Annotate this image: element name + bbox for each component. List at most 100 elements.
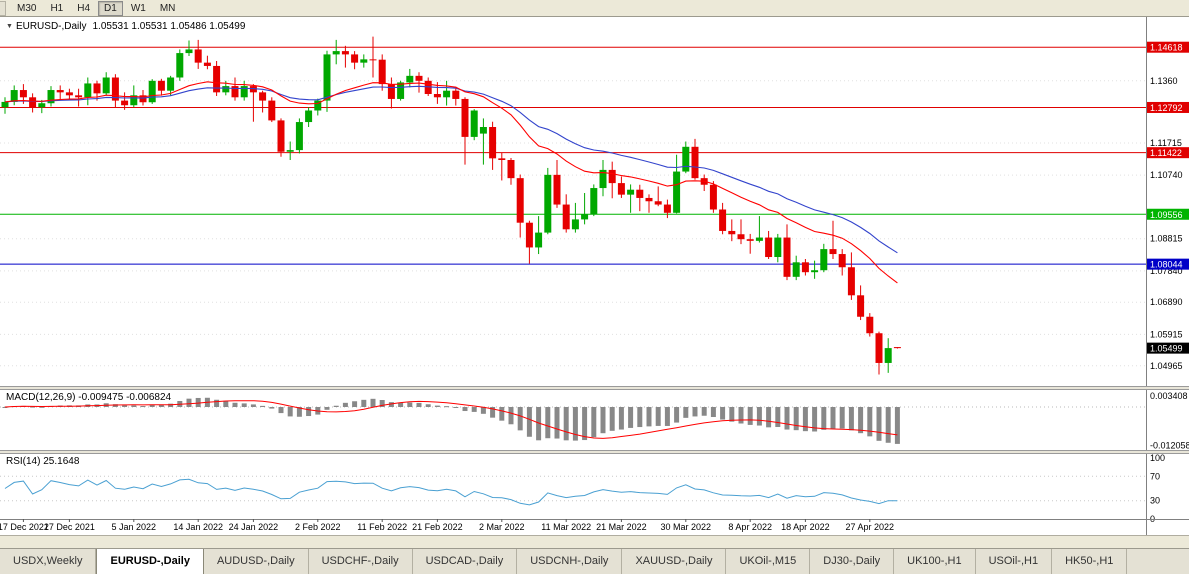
candle-bull [811, 270, 819, 273]
macd-histogram-bar [287, 407, 293, 417]
candle-bear [636, 189, 644, 198]
bottom-strip [0, 535, 1189, 548]
macd-histogram-bar [701, 407, 707, 416]
candle-bear [56, 90, 64, 93]
candle-bear [461, 98, 469, 137]
macd-histogram-bar [122, 405, 128, 407]
timeframe-toolbar: M30 H1 H4 D1 W1 MN [0, 0, 1189, 17]
candle-bull [544, 174, 552, 233]
price-tag [1147, 147, 1189, 159]
candle-bear [737, 234, 745, 240]
timeframe-button-w1[interactable]: W1 [130, 2, 146, 14]
candle-bull [38, 103, 46, 108]
macd-histogram-bar [683, 407, 689, 418]
timeframe-button-mn[interactable]: MN [159, 2, 176, 14]
macd-histogram-bar [526, 407, 532, 437]
candle-bull [167, 77, 175, 91]
macd-histogram-bar [195, 397, 201, 407]
candle-bear [857, 295, 865, 317]
chart-tab-audusd-daily[interactable]: AUDUSD-,Daily [203, 549, 309, 574]
chart-tab-usdchf-daily[interactable]: USDCHF-,Daily [308, 549, 413, 574]
candle-bear [875, 333, 883, 363]
macd-histogram-bar [775, 407, 781, 428]
timeframe-button-d1[interactable]: D1 [98, 0, 123, 16]
macd-histogram-bar [425, 404, 431, 407]
candle-bear [691, 146, 699, 179]
price-scale[interactable]: 1.1360 1.11715 1.10740 1.08815 1.07840 1.0689… [1146, 17, 1189, 535]
date-label: 11 Feb 2022 [357, 522, 407, 532]
panel-separator[interactable] [0, 386, 1189, 390]
candle-bear [838, 254, 846, 268]
chart-tab-dj30-daily[interactable]: DJ30-,Daily [810, 549, 895, 574]
candle-bear [378, 59, 386, 85]
collapse-icon[interactable]: ▼ [6, 23, 13, 30]
chart-tab-uk100-h1[interactable]: UK100-,H1 [894, 549, 976, 574]
candle-bear [424, 80, 432, 94]
chart-tab-ukoil-m15[interactable]: UKOil-,M15 [726, 549, 811, 574]
macd-histogram-bar [830, 407, 836, 429]
candle-bear [829, 249, 837, 255]
candle-bear [783, 237, 791, 277]
candle-bear [203, 62, 211, 66]
macd-histogram-bar [324, 407, 330, 410]
macd-histogram-bar [333, 405, 339, 407]
candle-bear [719, 209, 727, 231]
candle-bear [351, 54, 359, 63]
macd-histogram-bar [664, 407, 670, 426]
rsi-panel[interactable] [0, 475, 1146, 506]
candle-bull [397, 82, 405, 99]
candle-bull [627, 189, 635, 195]
macd-panel[interactable] [0, 397, 1146, 444]
macd-histogram-bar [674, 407, 680, 423]
current-price-label: 1.05499 [1150, 344, 1183, 354]
candle-bull [774, 237, 782, 258]
panel-separator[interactable] [0, 450, 1189, 454]
date-label: 17 Dec 2021 [0, 522, 49, 532]
price-tag-label: 1.11422 [1150, 148, 1182, 158]
timeframe-button-partial[interactable] [0, 0, 6, 16]
candle-bear [498, 158, 506, 160]
chart-symbol-header: ▼ EURUSD-,Daily 1.05531 1.05531 1.05486 1.… [6, 21, 245, 32]
main-price-panel[interactable] [0, 36, 1146, 375]
macd-histogram-bar [30, 406, 36, 408]
chart-tab-xauusd-daily[interactable]: XAUUSD-,Daily [622, 549, 727, 574]
candle-bear [75, 95, 83, 98]
chart-tab-hk50-h1[interactable]: HK50-,H1 [1052, 549, 1128, 574]
macd-signal-line [4, 400, 898, 439]
macd-histogram-bar [692, 407, 698, 417]
macd-histogram-bar [416, 402, 422, 407]
chart-tab-usdcad-daily[interactable]: USDCAD-,Daily [412, 549, 518, 574]
candle-bear [866, 316, 874, 334]
candle-bull [884, 348, 892, 363]
macd-histogram-bar [628, 407, 634, 428]
price-axis-label: 1.1360 [1150, 76, 1178, 86]
timeframe-button-h1[interactable]: H1 [50, 2, 64, 14]
timeframe-button-m30[interactable]: M30 [17, 2, 37, 14]
candle-bear [728, 230, 736, 235]
macd-histogram-bar [766, 407, 772, 428]
macd-histogram-bar [352, 401, 358, 407]
macd-histogram-bar [517, 407, 523, 431]
timeframe-button-h4[interactable]: H4 [77, 2, 91, 14]
date-label: 21 Feb 2022 [412, 522, 463, 532]
chart-tab-usdcnh-daily[interactable]: USDCNH-,Daily [517, 549, 623, 574]
date-label: 14 Jan 2022 [173, 522, 223, 532]
date-label: 24 Jan 2022 [229, 522, 279, 532]
price-tag [1147, 208, 1189, 220]
macd-histogram-bar [802, 407, 808, 432]
chart-tab-usoil-h1[interactable]: USOil-,H1 [975, 549, 1053, 574]
price-tag [1147, 101, 1189, 113]
macd-histogram-bar [361, 399, 367, 407]
macd-histogram-bar [168, 403, 174, 407]
chart-tab-usdx-weekly[interactable]: USDX,Weekly [0, 549, 97, 574]
candle-bull [10, 90, 18, 102]
chart-tab-eurusd-daily[interactable]: EURUSD-,Daily [96, 549, 204, 574]
candle-bear [277, 120, 285, 152]
candle-bull [581, 214, 589, 220]
candle-bull [590, 188, 598, 215]
candle-bear [654, 201, 662, 205]
macd-histogram-bar [710, 407, 716, 418]
candle-bear [562, 204, 570, 230]
